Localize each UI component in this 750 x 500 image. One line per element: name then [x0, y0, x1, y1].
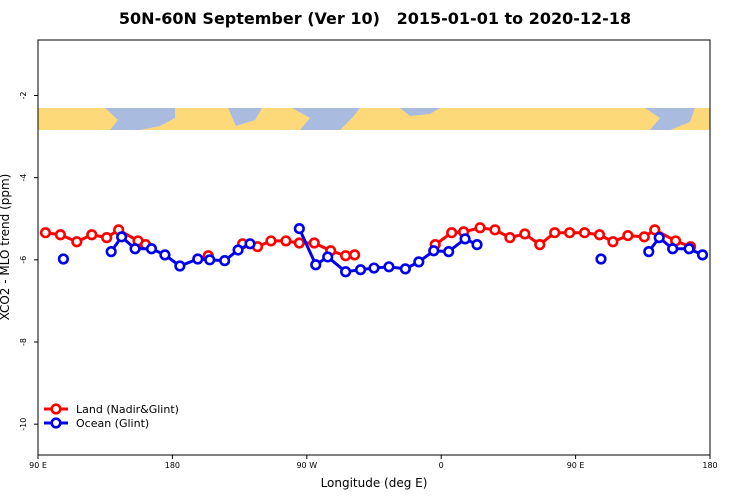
marker — [192, 253, 204, 265]
y-tick-label: -4 — [19, 174, 28, 182]
legend-label: Ocean (Glint) — [76, 417, 149, 430]
x-axis-label: Longitude (deg E) — [321, 476, 428, 490]
marker — [428, 245, 440, 257]
marker — [145, 243, 158, 255]
marker — [471, 239, 483, 251]
marker — [293, 222, 305, 235]
legend-label: Land (Nadir&Glint) — [76, 403, 179, 416]
marker — [39, 227, 52, 239]
marker — [578, 227, 591, 239]
marker — [280, 235, 292, 247]
marker — [696, 249, 709, 261]
marker — [219, 255, 231, 267]
x-tick-label: 90 W — [296, 461, 317, 470]
marker — [232, 244, 244, 256]
marker — [443, 246, 455, 258]
x-tick-label: 90 E — [29, 461, 47, 470]
marker — [310, 259, 322, 271]
marker — [265, 235, 277, 247]
marker — [638, 231, 650, 243]
x-tick-label: 0 — [439, 461, 444, 470]
marker — [159, 249, 171, 261]
marker — [504, 232, 516, 244]
marker — [340, 250, 352, 262]
marker — [354, 264, 367, 276]
marker — [564, 227, 576, 239]
marker — [116, 231, 128, 243]
y-tick-label: -6 — [19, 256, 28, 264]
marker — [101, 232, 113, 244]
marker — [308, 237, 320, 249]
marker — [459, 233, 471, 245]
marker — [653, 232, 665, 244]
marker — [534, 239, 546, 251]
x-tick-label: 90 E — [567, 461, 585, 470]
marker — [683, 243, 695, 255]
marker — [649, 224, 661, 236]
marker — [607, 236, 619, 248]
marker — [54, 229, 67, 241]
marker — [129, 243, 141, 255]
marker — [622, 229, 634, 242]
marker — [105, 246, 117, 258]
marker — [593, 229, 606, 241]
x-tick-label: 180 — [702, 461, 717, 470]
marker — [399, 263, 411, 275]
marker — [595, 253, 607, 265]
y-tick-label: -8 — [19, 338, 28, 346]
marker — [383, 261, 395, 273]
marker — [667, 243, 679, 255]
marker — [340, 266, 352, 278]
marker — [519, 228, 531, 240]
marker — [244, 238, 256, 250]
marker — [57, 253, 69, 265]
marker — [643, 246, 655, 258]
plot-frame — [37, 39, 711, 456]
marker — [549, 227, 561, 239]
marker — [446, 227, 458, 239]
chart-title: 50N-60N September (Ver 10) 2015-01-01 to… — [119, 9, 631, 28]
x-tick-label: 180 — [165, 461, 180, 470]
marker — [71, 236, 83, 248]
map-band — [38, 108, 710, 130]
y-tick-label: -2 — [19, 91, 28, 99]
y-axis-label: XCO2 - MLO trend (ppm) — [0, 174, 12, 321]
legend-marker — [50, 417, 62, 429]
marker — [489, 224, 501, 236]
marker — [413, 256, 425, 268]
y-tick-label: -10 — [19, 418, 28, 431]
marker — [322, 251, 334, 263]
marker — [293, 237, 305, 249]
marker — [204, 254, 216, 266]
marker — [348, 249, 361, 261]
marker — [474, 222, 486, 234]
marker — [174, 260, 186, 272]
marker — [368, 262, 380, 274]
legend-marker — [50, 403, 62, 415]
marker — [86, 229, 98, 241]
